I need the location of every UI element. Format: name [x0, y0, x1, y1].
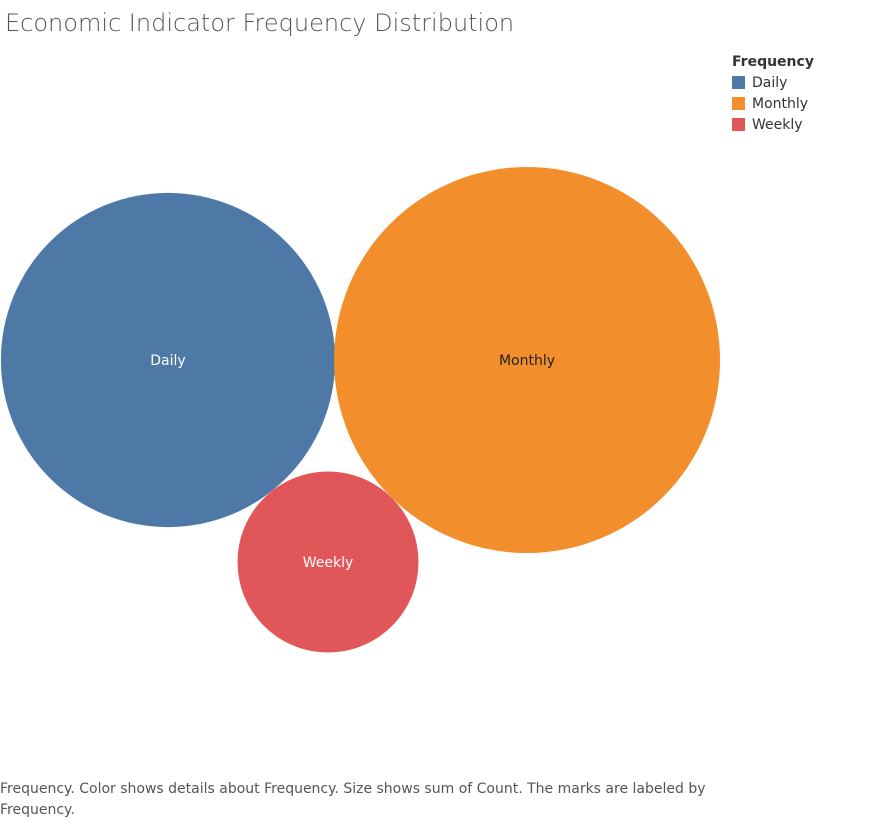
chart-caption: Frequency. Color shows details about Fre… — [0, 781, 706, 818]
legend-swatch-weekly — [732, 118, 745, 131]
legend-title: Frequency — [732, 54, 814, 70]
bubble-monthly[interactable] — [334, 167, 720, 553]
bubble-label-monthly: Monthly — [499, 353, 555, 369]
legend-item-weekly[interactable]: Weekly — [732, 114, 814, 135]
legend-swatch-monthly — [732, 97, 745, 110]
legend-label: Monthly — [752, 95, 809, 112]
legend-swatch-daily — [732, 76, 745, 89]
legend: Frequency Daily Monthly Weekly — [732, 54, 814, 135]
bubble-label-daily: Daily — [150, 353, 185, 369]
bubble-daily[interactable] — [0, 192, 336, 528]
legend-label: Weekly — [752, 116, 803, 133]
chart-title: Economic Indicator Frequency Distributio… — [5, 9, 515, 37]
legend-item-monthly[interactable]: Monthly — [732, 93, 814, 114]
bubble-weekly[interactable] — [237, 471, 419, 653]
bubble-label-weekly: Weekly — [303, 555, 354, 571]
legend-label: Daily — [752, 74, 788, 91]
legend-item-daily[interactable]: Daily — [732, 72, 814, 93]
